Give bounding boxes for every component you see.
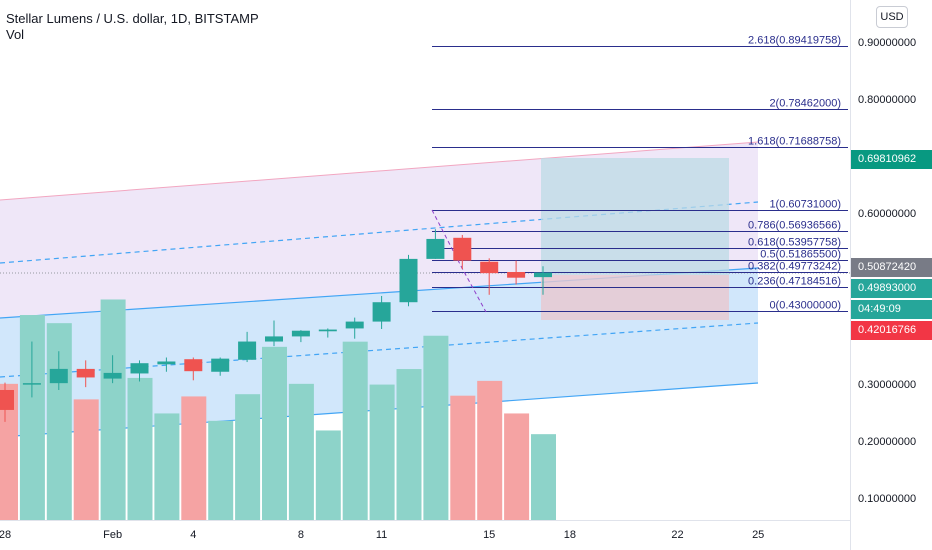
candle-body: [426, 238, 445, 259]
candle-body: [238, 341, 257, 360]
price-tick-label: 0.30000000: [858, 379, 917, 391]
fib-level-label: 0.5(0.51865500): [760, 249, 841, 261]
target-zone: [541, 158, 729, 275]
time-tick-label: 22: [671, 529, 684, 541]
volume-bar: [208, 420, 234, 520]
time-tick-label: 15: [483, 529, 496, 541]
position-tool[interactable]: [541, 158, 729, 320]
price-axis-label[interactable]: 0.69810962: [851, 150, 932, 170]
volume-bar: [154, 413, 180, 520]
time-tick-label: 18: [563, 529, 577, 541]
volume-bar: [369, 384, 395, 520]
time-tick-label: 25: [752, 529, 765, 541]
candle-body: [211, 358, 230, 372]
volume-bar: [73, 399, 99, 520]
price-tick-label: 0.90000000: [858, 37, 917, 49]
stop-zone: [541, 275, 729, 320]
price-axis-label[interactable]: 0.50872420: [851, 258, 932, 278]
candle-body: [399, 258, 418, 303]
price-axis-label[interactable]: 0.42016766: [851, 321, 932, 341]
axes: [0, 0, 851, 550]
candle-body: [534, 272, 552, 278]
fib-level-label: 0(0.43000000): [769, 300, 841, 312]
volume-bars: [0, 299, 556, 520]
price-tick-label: 0.80000000: [858, 94, 917, 106]
fib-level-label: 0.236(0.47184516): [748, 276, 841, 288]
volume-bar: [342, 341, 368, 520]
price-tick-label: 0.20000000: [858, 436, 917, 448]
fib-level-label: 0.382(0.49773242): [748, 261, 841, 273]
candle-body: [130, 363, 149, 374]
price-tick-label: 0.60000000: [858, 208, 917, 220]
fib-level-label: 2.618(0.89419758): [748, 35, 841, 47]
time-tick-label: 11: [375, 529, 388, 541]
candle-body: [103, 372, 122, 379]
fib-level-label: 0.786(0.56936566): [748, 220, 841, 232]
candle-body: [157, 361, 176, 365]
channel-top-line: [0, 141, 759, 201]
time-tick-label: 8: [297, 529, 304, 541]
fibonacci-extension[interactable]: 2.618(0.89419758) 2(0.78462000) 1.618(0.71…: [431, 35, 848, 313]
candle-body: [265, 336, 283, 342]
candle-body: [291, 330, 310, 337]
time-tick-label: Feb: [103, 529, 123, 541]
candle-body: [372, 302, 391, 322]
volume-bar: [450, 395, 476, 520]
volume-bar: [531, 434, 556, 520]
volume-indicator-label[interactable]: Vol: [6, 27, 25, 42]
candle-body: [184, 359, 203, 372]
volume-bar: [423, 335, 449, 520]
volume-bar: [288, 383, 314, 520]
candle-body: [49, 368, 68, 384]
candle-body: [22, 383, 41, 385]
volume-bar: [100, 299, 126, 520]
chart-title: Stellar Lumens / U.S. dollar, 1D, BITSTA…: [6, 11, 259, 26]
volume-bar: [127, 377, 153, 520]
currency-button[interactable]: USD: [876, 6, 908, 28]
candle-body: [507, 272, 526, 278]
volume-bar: [477, 380, 503, 520]
time-tick-label: 4: [190, 529, 197, 541]
price-axis-label[interactable]: 0.49893000: [851, 279, 932, 299]
fib-level-label: 1(0.60731000): [769, 199, 841, 211]
volume-bar: [504, 413, 530, 520]
candle-body: [76, 368, 95, 378]
candlesticks: [0, 229, 552, 422]
fib-level-label: 1.618(0.71688758): [748, 136, 841, 148]
candle-body: [318, 329, 337, 332]
volume-bar: [262, 346, 287, 520]
price-tick-label: 0.10000000: [858, 493, 917, 505]
volume-bar: [396, 369, 422, 520]
volume-bar: [315, 430, 341, 520]
channel-lower-dev-line: [0, 322, 759, 378]
volume-bar: [46, 323, 72, 520]
volume-bar: [235, 394, 261, 520]
fib-level-label: 0.618(0.53957758): [748, 237, 841, 249]
candle-body: [345, 321, 364, 329]
fib-level-label: 2(0.78462000): [769, 98, 841, 110]
candle-body: [480, 261, 499, 274]
time-tick-label: 28: [0, 529, 12, 541]
candle-body: [453, 237, 472, 261]
volume-bar: [181, 396, 207, 520]
candle-body: [0, 389, 14, 410]
price-axis-label[interactable]: 04:49:09: [851, 300, 932, 320]
